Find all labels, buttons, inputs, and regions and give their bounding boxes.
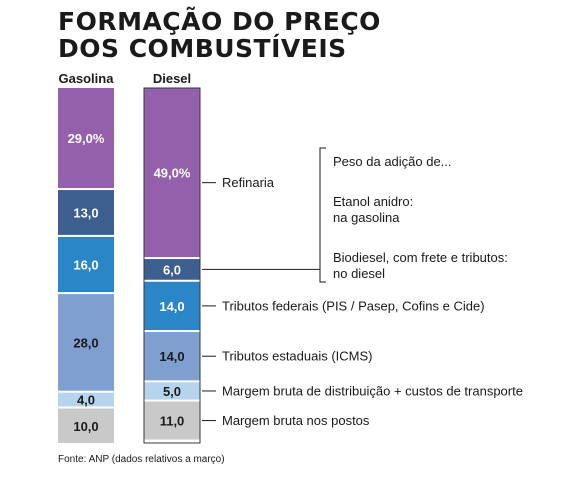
data-label-1-3: 14,0: [159, 349, 184, 364]
legend-label-3: Tributos estaduais (ICMS): [222, 349, 373, 364]
bar-segment-0-1: [58, 190, 114, 235]
bar-segment-0-3: [58, 294, 114, 391]
footnote: Fonte: ANP (dados relativos a março): [58, 454, 225, 465]
bar-segment-1-2: [144, 281, 200, 331]
legend-label-5: Margem bruta nos postos: [222, 413, 370, 428]
chart-title-line-1: FORMAÇÃO DO PREÇO: [58, 7, 381, 36]
bar-segment-1-0: [144, 88, 200, 258]
data-label-1-2: 14,0: [159, 299, 184, 314]
category-label-0: Gasolina: [59, 71, 115, 86]
chart-title-line-2: DOS COMBUSTÍVEIS: [58, 34, 347, 63]
legend-label-0: Refinaria: [222, 175, 275, 190]
data-label-0-2: 16,0: [73, 258, 98, 273]
data-label-1-0: 49,0%: [154, 166, 191, 181]
data-label-1-4: 5,0: [163, 384, 181, 399]
bar-segment-1-3: [144, 332, 200, 381]
bar-segment-1-5: [144, 401, 200, 440]
bracket-text-3: Biodiesel, com frete e tributos:: [333, 250, 508, 265]
data-label-0-0: 29,0%: [68, 131, 105, 146]
bar-segment-0-0: [58, 88, 114, 189]
bracket-text-0: Peso da adição de...: [333, 154, 452, 169]
bar-segment-0-5: [58, 408, 114, 443]
bracket-text-2: na gasolina: [333, 210, 400, 225]
legend-label-2: Tributos federais (PIS / Pasep, Cofins e…: [222, 298, 485, 313]
bar-segment-0-2: [58, 236, 114, 293]
diesel-bar-outline: [143, 87, 201, 444]
category-label-1: Diesel: [153, 71, 191, 86]
chart-title: FORMAÇÃO DO PREÇO DOS COMBUSTÍVEIS: [58, 8, 381, 62]
data-label-0-4: 4,0: [77, 393, 95, 408]
data-label-1-1: 6,0: [163, 262, 181, 277]
bar-segment-1-4: [144, 382, 200, 400]
bracket-line: [319, 147, 326, 283]
bracket-text-1: Etanol anidro:: [333, 194, 413, 209]
data-label-0-5: 10,0: [73, 419, 98, 434]
bar-segment-1-1: [144, 259, 200, 280]
data-label-1-5: 11,0: [160, 414, 185, 429]
data-label-0-1: 13,0: [73, 205, 98, 220]
data-label-0-3: 28,0: [73, 335, 98, 350]
legend-label-4: Margem bruta de distribuição + custos de…: [222, 383, 523, 398]
bracket-text-4: no diesel: [333, 266, 385, 281]
bar-segment-0-4: [58, 392, 114, 407]
